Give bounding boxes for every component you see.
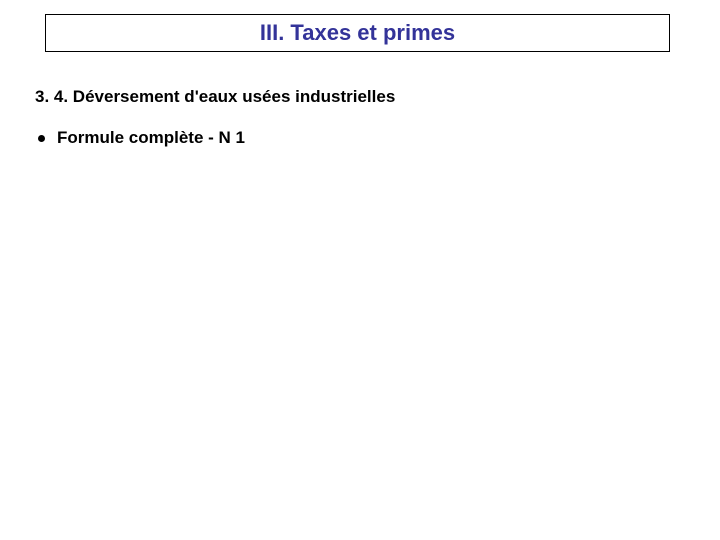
title-box: III. Taxes et primes	[45, 14, 670, 52]
slide-page: III. Taxes et primes 3. 4. Déversement d…	[0, 0, 720, 540]
bullet-marker-icon	[38, 135, 45, 142]
section-subtitle: 3. 4. Déversement d'eaux usées industrie…	[35, 87, 395, 107]
bullet-item: Formule complète - N 1	[38, 128, 245, 148]
bullet-label: Formule complète - N 1	[57, 128, 245, 148]
slide-title: III. Taxes et primes	[260, 20, 455, 46]
